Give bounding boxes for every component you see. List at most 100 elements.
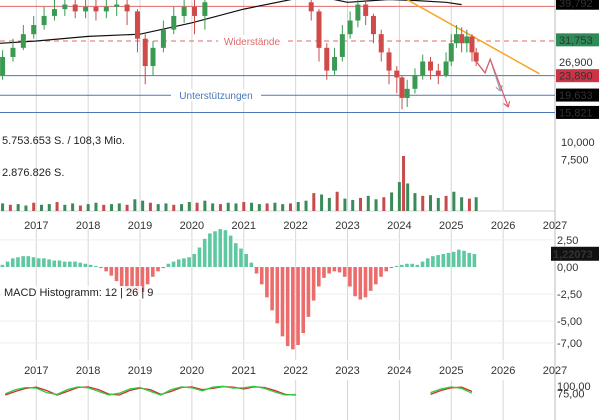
volume-bar [374,199,378,211]
x-tick-label: 2023 [335,365,359,377]
volume-bar [296,202,300,211]
candle-body [443,61,449,76]
volume-bar [234,203,238,211]
price-tick-label: 19,633 [559,90,593,102]
macd-histogram-bar [125,267,129,292]
macd-histogram-bar [73,261,77,267]
macd-histogram-bar [431,256,435,267]
price-tick-badge [556,88,599,102]
macd-histogram-bar [145,267,150,285]
volume-bar [16,204,20,211]
macd-histogram-bar [42,258,46,267]
volume-bar [55,202,59,211]
macd-histogram-bar [311,267,316,301]
candle-body [51,9,57,16]
macd-histogram-bar [161,267,165,269]
moving-average-line [0,0,462,44]
volume-bar [429,195,433,211]
macd-histogram-bar [296,267,300,345]
macd-histogram-bar [399,264,404,267]
macd-tick-label: 2,50 [557,235,578,247]
price-tick-badge [556,33,599,47]
macd-histogram-bar [389,267,394,269]
volume-bar [148,202,152,211]
candle-body [181,6,187,16]
macd-histogram-bar [244,254,248,267]
x-tick-label: 2019 [128,365,152,377]
macd-histogram-bar [472,254,477,267]
macd-histogram-bar [451,251,456,267]
volume-bar [265,203,269,211]
macd-histogram-bar [47,259,51,267]
volume-bar [343,198,347,211]
macd-histogram-bar [436,255,440,267]
price-tick-label: 15,821 [559,107,593,119]
volume-bar [436,197,440,211]
volume-bar [24,205,28,211]
volume-bar [226,202,230,211]
macd-histogram-bar [57,260,62,267]
macd-histogram-bar [5,261,10,267]
macd-histogram-bar [234,243,238,267]
volume-bar [172,204,176,211]
volume-bar [39,204,43,211]
candle-body [363,4,369,16]
candle-body [464,36,470,44]
macd-histogram-bar [140,267,145,292]
macd-histogram-bar [337,267,342,273]
volume-bar [180,204,184,211]
candles [0,0,479,110]
x-tick-label: 2026 [491,220,515,232]
volume-bar [358,197,362,211]
macd-histogram-bar [457,249,461,267]
volume-bar [195,202,199,211]
candle-body [469,36,475,53]
volume-bar [47,204,51,211]
grid-lines [0,0,556,420]
volume-bar [406,183,410,211]
x-tick-label: 2018 [76,220,100,232]
macd-histogram-bar [114,267,119,282]
volume-bar [281,204,285,211]
candle-body [332,56,338,71]
macd-histogram-bar [306,267,311,317]
candle-body [370,15,376,35]
x-tick-label: 2024 [387,220,411,232]
price-panel: Widerstände Unterstützungen 39,792 31,753 26… [0,0,599,119]
volume-bar [312,193,316,211]
macd-histogram-bar [249,262,254,267]
macd-histogram-bar [332,267,337,272]
x-tick-label: 2017 [24,220,48,232]
volume-bar [467,198,471,211]
macd-histogram-bar [213,231,217,267]
macd-histogram-bar [374,267,378,285]
macd-histogram-bar [202,238,207,267]
level-label-bg [218,35,286,47]
candle-body [448,43,454,62]
volume-bar [452,191,456,211]
candle-body [103,6,109,12]
macd-histogram-bar [462,250,466,267]
macd-histogram-bar [228,235,233,267]
macd-tick-label: -2,50 [557,289,582,301]
volume-bar [320,194,324,211]
macd-histogram-bar [93,265,98,267]
macd-histogram-bar [379,267,383,277]
candle-body [324,47,330,71]
candle-body [20,34,26,48]
volume-bar [242,202,246,211]
volume-bar [141,200,145,211]
macd-histogram-bar [467,252,472,267]
price-tick-badge [556,0,599,10]
macd-histogram-bar [316,267,321,287]
volume-bar [460,197,464,211]
x-tick-label: 2026 [491,365,515,377]
volume-bar [102,204,106,211]
stochastic-line [4,385,473,396]
x-tick-label: 2020 [180,365,204,377]
macd-histogram-bar [441,254,446,267]
macd-histogram-bar [208,233,212,267]
macd-histogram-bar [135,267,140,297]
candle-body [404,88,410,98]
macd-histogram-bar [104,267,108,272]
